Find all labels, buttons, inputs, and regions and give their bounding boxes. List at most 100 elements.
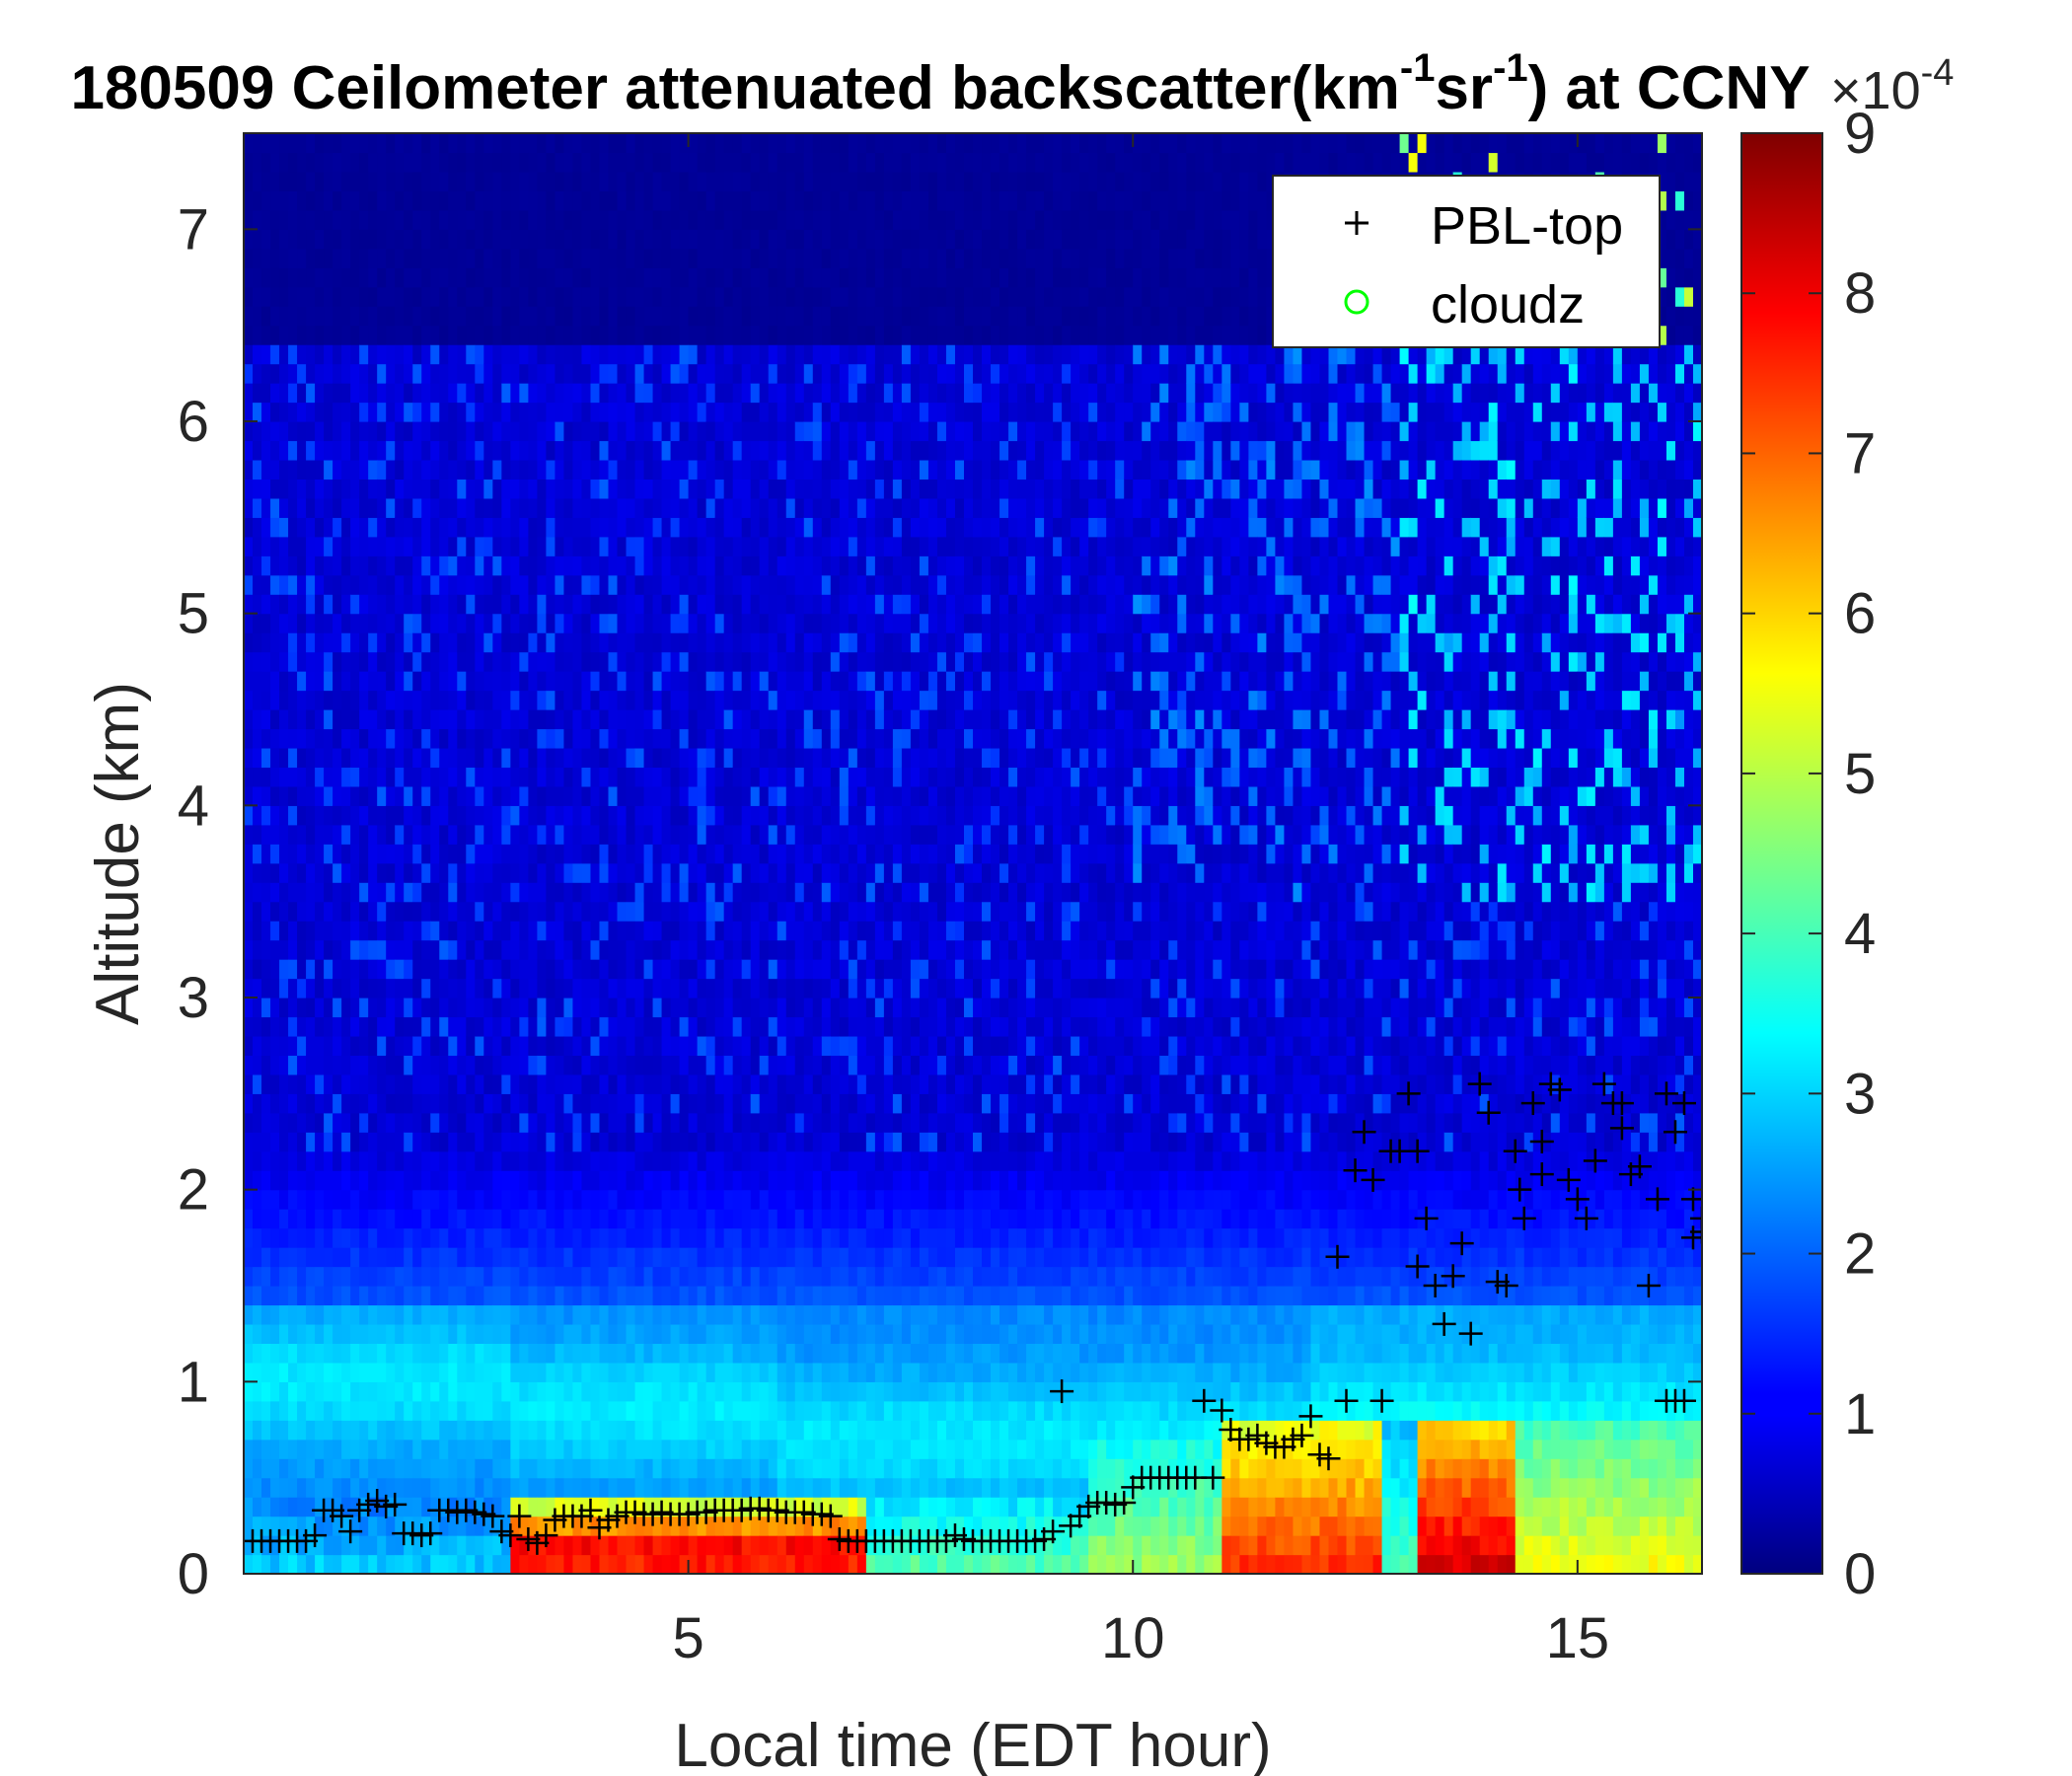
heatmap-cell: [279, 440, 289, 461]
heatmap-cell: [359, 402, 369, 422]
heatmap-cell: [697, 921, 707, 941]
heatmap-cell: [812, 747, 823, 768]
heatmap-cell: [510, 133, 520, 154]
heatmap-cell: [306, 133, 316, 154]
heatmap-cell: [439, 421, 449, 442]
heatmap-cell: [315, 998, 325, 1018]
heatmap-cell: [279, 209, 289, 230]
heatmap-cell: [714, 133, 725, 154]
heatmap-cell: [279, 1439, 289, 1459]
heatmap-cell: [430, 1362, 440, 1382]
heatmap-cell: [572, 1247, 583, 1268]
heatmap-cell: [572, 824, 583, 845]
heatmap-cell: [563, 1400, 574, 1421]
heatmap-cell: [608, 1497, 619, 1517]
heatmap-cell: [785, 785, 796, 806]
heatmap-cell: [395, 939, 405, 960]
heatmap-cell: [457, 594, 467, 615]
heatmap-cell: [572, 862, 583, 883]
heatmap-cell: [634, 497, 645, 518]
heatmap-cell: [333, 267, 342, 288]
heatmap-cell: [626, 209, 636, 230]
heatmap-cell: [439, 229, 449, 250]
heatmap-cell: [412, 133, 422, 154]
heatmap-cell: [475, 1247, 484, 1268]
heatmap-cell: [688, 152, 699, 173]
heatmap-cell: [279, 805, 289, 826]
heatmap-cell: [581, 882, 592, 903]
heatmap-cell: [563, 594, 574, 615]
heatmap-cell: [492, 1132, 502, 1152]
heatmap-cell: [261, 613, 271, 633]
heatmap-cell: [697, 1420, 707, 1441]
heatmap-cell: [759, 1343, 770, 1364]
heatmap-cell: [448, 1073, 458, 1094]
heatmap-cell: [395, 229, 405, 250]
heatmap-cell: [270, 632, 280, 653]
heatmap-cell: [626, 363, 636, 384]
heatmap-cell: [794, 190, 805, 211]
heatmap-cell: [306, 1227, 316, 1248]
heatmap-cell: [492, 171, 502, 191]
heatmap-cell: [670, 1266, 681, 1287]
heatmap-cell: [457, 1343, 467, 1364]
heatmap-cell: [759, 1362, 770, 1382]
heatmap-cell: [652, 286, 663, 307]
heatmap-cell: [563, 248, 574, 268]
heatmap-cell: [785, 1016, 796, 1037]
heatmap-cell: [404, 785, 413, 806]
heatmap-cell: [599, 402, 610, 422]
heatmap-cell: [501, 921, 511, 941]
heatmap-cell: [519, 1554, 529, 1574]
heatmap-cell: [519, 1247, 529, 1268]
heatmap-cell: [324, 1112, 333, 1133]
heatmap-cell: [599, 344, 610, 365]
heatmap-cell: [608, 882, 619, 903]
heatmap-cell: [439, 1323, 449, 1344]
heatmap-cell: [537, 978, 548, 999]
heatmap-cell: [253, 1477, 262, 1498]
heatmap-cell: [794, 613, 805, 633]
heatmap-cell: [590, 152, 601, 173]
heatmap-cell: [297, 555, 307, 576]
heatmap-cell: [705, 1516, 716, 1536]
heatmap-cell: [439, 1035, 449, 1056]
heatmap-cell: [679, 555, 690, 576]
heatmap-cell: [652, 978, 663, 999]
heatmap-cell: [288, 1247, 298, 1268]
heatmap-cell: [324, 229, 333, 250]
heatmap-cell: [350, 325, 360, 345]
heatmap-cell: [794, 939, 805, 960]
heatmap-cell: [270, 1304, 280, 1325]
heatmap-cell: [395, 152, 405, 173]
heatmap-cell: [617, 171, 628, 191]
heatmap-cell: [608, 728, 619, 749]
heatmap-cell: [697, 267, 707, 288]
heatmap-cell: [652, 1016, 663, 1037]
heatmap-cell: [830, 1554, 841, 1574]
heatmap-cell: [324, 363, 333, 384]
heatmap-cell: [768, 459, 778, 480]
heatmap-cell: [634, 1400, 645, 1421]
heatmap-cell: [324, 613, 333, 633]
heatmap-cell: [599, 190, 610, 211]
heatmap-cell: [821, 882, 832, 903]
heatmap-cell: [537, 1516, 548, 1536]
heatmap-cell: [395, 1093, 405, 1114]
heatmap-cell: [430, 421, 440, 442]
heatmap-cell: [661, 882, 672, 903]
heatmap-cell: [572, 1189, 583, 1210]
heatmap-cell: [546, 805, 556, 826]
heatmap-cell: [306, 517, 316, 538]
heatmap-cell: [670, 1132, 681, 1152]
heatmap-cell: [448, 421, 458, 442]
heatmap-cell: [324, 555, 333, 576]
heatmap-cell: [368, 1400, 378, 1421]
heatmap-cell: [261, 133, 271, 154]
heatmap-cell: [439, 555, 449, 576]
heatmap-cell: [341, 363, 351, 384]
heatmap-cell: [803, 1035, 814, 1056]
heatmap-cell: [297, 574, 307, 595]
heatmap-cell: [590, 1266, 601, 1287]
heatmap-cell: [270, 479, 280, 499]
